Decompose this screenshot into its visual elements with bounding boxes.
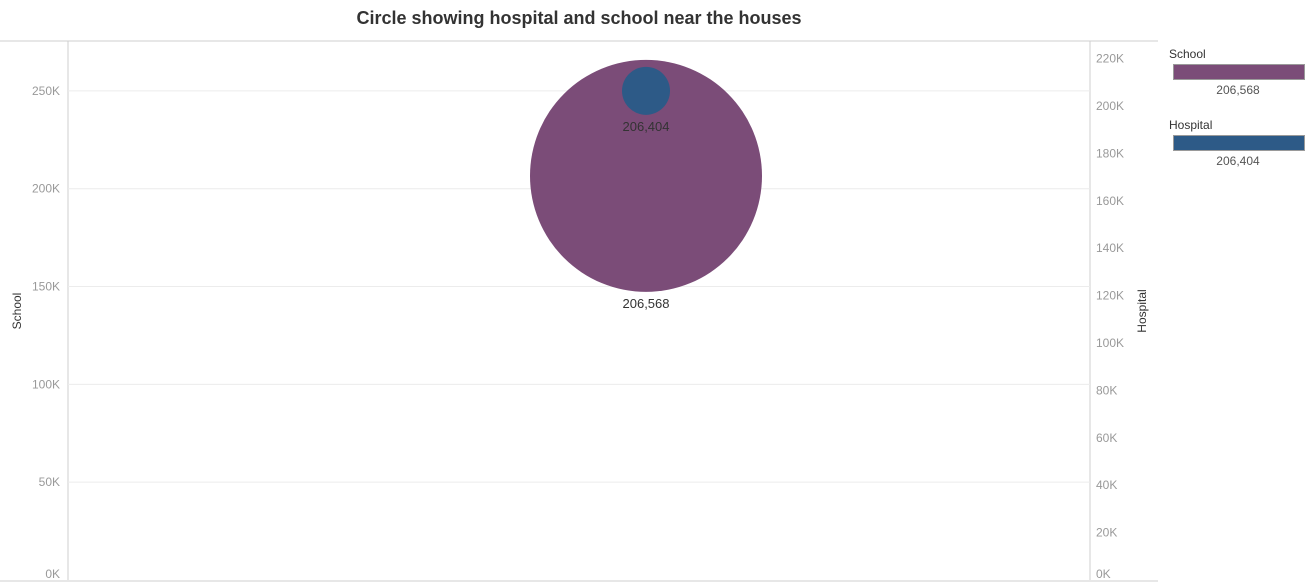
right-tick-label: 100K — [1096, 336, 1124, 350]
right-axis-title: Hospital — [1135, 289, 1149, 332]
legend-school-title: School — [1169, 47, 1206, 61]
school-circle — [530, 59, 762, 292]
legend-hospital-value: 206,404 — [1216, 154, 1260, 168]
legend-school-swatch — [1173, 64, 1305, 80]
plot-area: 0K 50K 100K 150K 200K 250K 0K 20K 40K 60K 80K 100K 1… — [0, 40, 1158, 582]
right-tick-label: 40K — [1096, 478, 1117, 492]
left-axis-title: School — [10, 293, 24, 330]
left-tick-label: 150K — [32, 280, 60, 294]
legend-school[interactable]: School 206,568 — [1169, 47, 1305, 97]
left-tick-label: 0K — [45, 567, 60, 581]
right-tick-label: 0K — [1096, 567, 1111, 581]
left-tick-label: 250K — [32, 84, 60, 98]
right-tick-label: 60K — [1096, 431, 1117, 445]
legend-school-value: 206,568 — [1216, 83, 1260, 97]
legend-hospital-swatch — [1173, 135, 1305, 151]
left-tick-label: 200K — [32, 182, 60, 196]
right-tick-label: 140K — [1096, 241, 1124, 255]
school-data-label: 206,568 — [623, 296, 670, 311]
hospital-circle — [622, 66, 670, 115]
legend-hospital-title: Hospital — [1169, 118, 1213, 132]
left-tick-label: 50K — [39, 475, 60, 489]
right-tick-label: 120K — [1096, 289, 1124, 303]
right-tick-label: 160K — [1096, 194, 1124, 208]
right-tick-label: 180K — [1096, 146, 1124, 160]
right-tick-label: 20K — [1096, 526, 1117, 540]
chart-title: Circle showing hospital and school near … — [356, 8, 802, 28]
left-tick-label: 100K — [32, 377, 60, 391]
right-tick-label: 200K — [1096, 99, 1124, 113]
legend-hospital[interactable]: Hospital 206,404 — [1169, 118, 1305, 168]
right-tick-label: 80K — [1096, 383, 1117, 397]
hospital-data-label: 206,404 — [623, 119, 670, 134]
right-tick-label: 220K — [1096, 52, 1124, 66]
